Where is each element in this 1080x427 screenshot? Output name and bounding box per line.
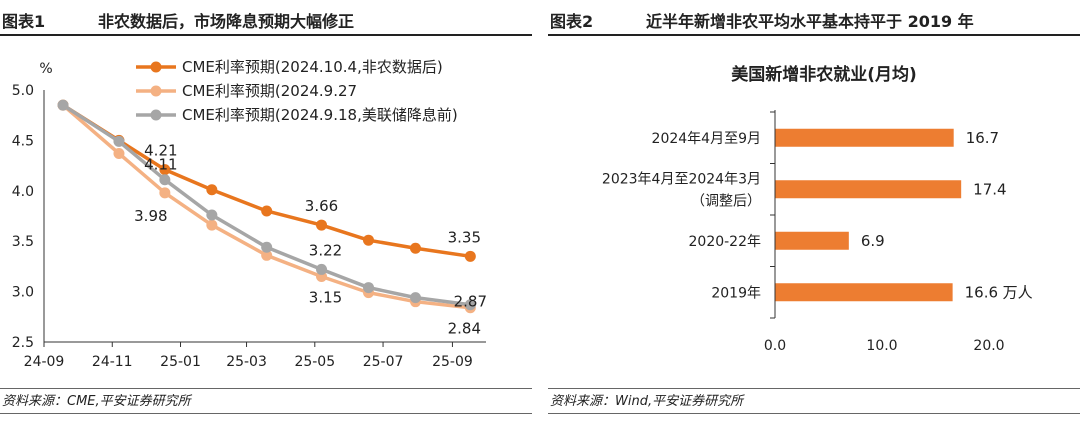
data-point [206, 209, 218, 221]
figure2-source-divider [548, 388, 1080, 389]
x-tick-label: 24-11 [92, 354, 133, 370]
data-label: 3.22 [309, 241, 342, 259]
x-tick-label: 25-03 [226, 354, 267, 370]
y-tick-label: 2.5 [12, 335, 34, 351]
figure2-panel: 图表2 近半年新增非农平均水平基本持平于 2019 年 美国新增非农就业(月均)… [548, 0, 1080, 427]
category-label: 2019年 [711, 285, 761, 301]
figure1-header: 图表1 非农数据后，市场降息预期大幅修正 [0, 2, 532, 36]
data-point [261, 241, 273, 253]
data-label: 3.15 [309, 288, 342, 306]
figure1-title: 非农数据后，市场降息预期大幅修正 [98, 12, 355, 31]
bar-value-label: 16.6 [965, 283, 998, 301]
category-label: 2023年4月至2024年3月 [602, 171, 761, 187]
x-tick-label: 10.0 [866, 338, 897, 354]
data-point [159, 164, 171, 176]
series-line-3 [62, 103, 471, 307]
x-tick-label: 24-09 [24, 354, 65, 370]
data-point [113, 148, 125, 160]
unit-note: 万人 [1003, 283, 1033, 301]
data-point [464, 299, 476, 311]
data-point [159, 174, 171, 186]
data-point [316, 219, 328, 231]
figure1-line-chart: 5.0 4.5 4.0 3.5 3.0 2.5% 24-09 24-11 25-01 25-03 2… [12, 58, 487, 370]
data-point [57, 99, 69, 111]
data-point [261, 249, 273, 261]
figure1-bottom-divider [0, 413, 532, 414]
y-tick-label: 5.0 [12, 83, 34, 99]
data-label: 3.98 [134, 207, 167, 225]
bar [775, 180, 962, 199]
bar-value-label: 16.7 [966, 129, 999, 147]
figure1-label: 图表1 [2, 12, 46, 31]
y-tick-label: 4.5 [12, 133, 34, 149]
data-label: 3.35 [448, 228, 481, 246]
y-tick-label: 3.0 [12, 285, 34, 301]
x-tick-label: 25-05 [294, 354, 335, 370]
y-tick-label: 3.5 [12, 234, 34, 250]
data-label: 3.66 [305, 197, 338, 215]
legend-swatch-marker [150, 61, 162, 73]
data-label: 4.21 [144, 142, 177, 160]
figure2-header: 图表2 近半年新增非农平均水平基本持平于 2019 年 [548, 2, 1080, 36]
data-label: 2.84 [448, 320, 481, 338]
legend-entry: CME利率预期(2024.9.27 [182, 82, 357, 100]
x-tick-label: 0.0 [764, 338, 786, 354]
figure2-bottom-divider [548, 413, 1080, 414]
chart2-title: 美国新增非农就业(月均) [731, 64, 917, 85]
data-point [159, 187, 171, 199]
figure1-panel: 图表1 非农数据后，市场降息预期大幅修正 5.0 4.5 4.0 3.5 3.0 2.5%… [0, 0, 532, 427]
bar-value-label: 6.9 [861, 232, 885, 250]
figure2-source: 资料来源：Wind,平安证券研究所 [550, 394, 744, 409]
data-point [363, 234, 375, 246]
figure2-label: 图表2 [550, 12, 594, 31]
category-label: 2024年4月至9月 [652, 131, 761, 147]
data-point [464, 250, 476, 262]
data-point [410, 242, 422, 254]
data-point [316, 263, 328, 275]
legend-entry: CME利率预期(2024.10.4,非农数据后) [182, 58, 443, 76]
bar-value-label: 17.4 [973, 180, 1006, 198]
x-tick-label: 20.0 [973, 338, 1004, 354]
category-label: 2020-22年 [689, 234, 762, 250]
data-point [206, 184, 218, 196]
bar [775, 128, 954, 147]
data-point [261, 205, 273, 217]
y-tick-label: 4.0 [12, 184, 34, 200]
data-point [113, 135, 125, 147]
figure1-source: 资料来源：CME,平安证券研究所 [2, 394, 191, 409]
legend-swatch-marker [150, 109, 162, 121]
x-tick-label: 25-01 [160, 354, 201, 370]
x-tick-label: 25-09 [432, 354, 473, 370]
bar [775, 231, 849, 250]
figure2-title: 近半年新增非农平均水平基本持平于 2019 年 [646, 12, 974, 31]
x-tick-label: 25-07 [363, 354, 404, 370]
data-label: 4.11 [144, 156, 177, 174]
data-label: 2.87 [454, 293, 487, 311]
series-line-1 [62, 103, 471, 259]
legend-entry: CME利率预期(2024.9.18,美联储降息前) [182, 106, 458, 124]
category-label: （调整后） [691, 193, 761, 209]
data-point [410, 292, 422, 304]
data-point [206, 219, 218, 231]
figure1-source-divider [0, 388, 532, 389]
legend-swatch-marker [150, 85, 162, 97]
figure2-bar-chart: 美国新增非农就业(月均) 0.0 10.0 20.0 16.7 2024年4月至9月 17.… [602, 64, 1033, 354]
bar [775, 283, 953, 302]
y-axis-unit-label: % [39, 61, 52, 77]
data-point [363, 282, 375, 294]
